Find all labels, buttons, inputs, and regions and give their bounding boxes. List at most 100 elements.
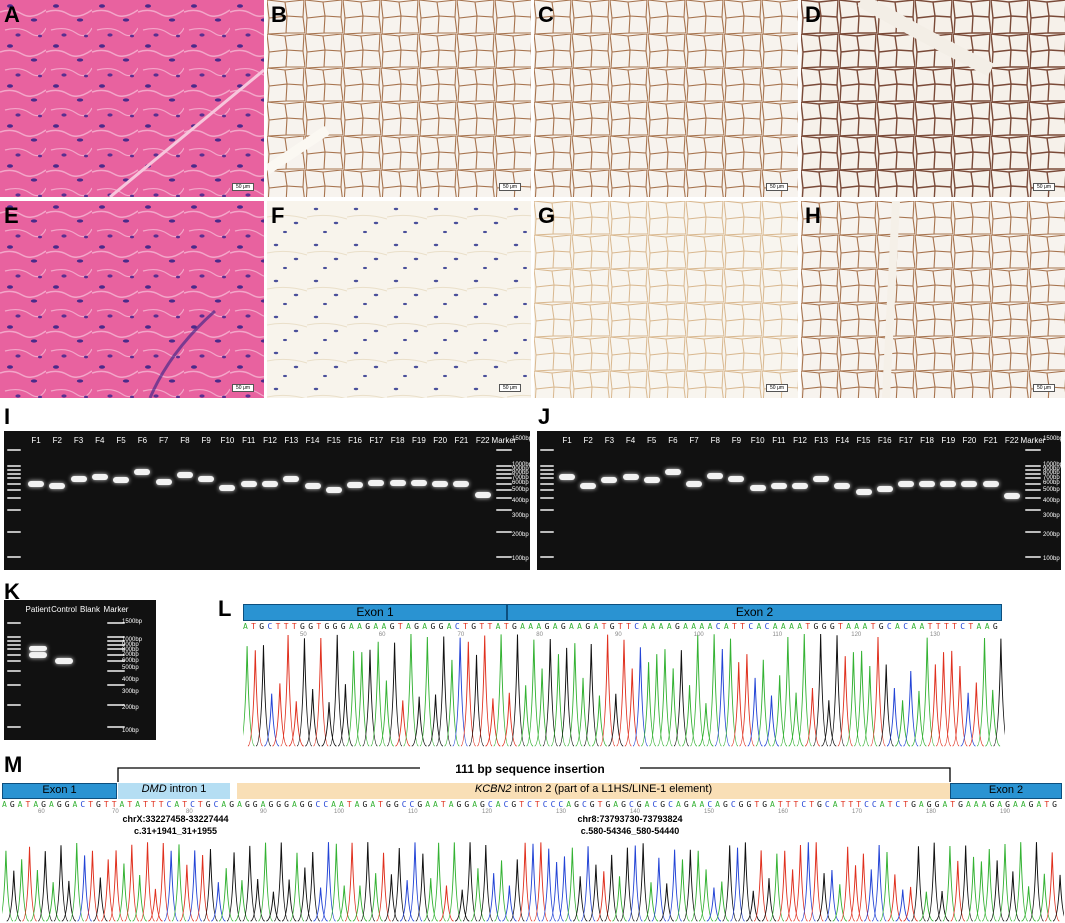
- base-letter: G: [464, 800, 470, 809]
- position-label: 110: [408, 809, 418, 815]
- dna-band: [49, 483, 66, 489]
- trace-peak: [423, 878, 439, 922]
- trace-peak: [155, 843, 171, 922]
- ladder-band: [7, 704, 21, 706]
- trace-peak: [675, 859, 690, 922]
- trace-peak: [911, 690, 927, 747]
- lane-label: F1: [31, 436, 41, 445]
- ladder-band: [7, 531, 21, 533]
- base-letter: C: [166, 800, 172, 809]
- base-letter: A: [528, 622, 534, 631]
- position-label: 60: [378, 632, 386, 638]
- base-letter: C: [824, 800, 830, 809]
- ladder-band: [1025, 489, 1041, 491]
- base-letter: C: [801, 800, 807, 809]
- lane-label: F21: [454, 436, 469, 445]
- ladder-band: [540, 509, 554, 511]
- lane-label: F20: [433, 436, 448, 445]
- dna-band: [389, 480, 406, 486]
- trace-peak: [659, 883, 675, 922]
- trace-peak: [788, 692, 804, 747]
- trace-peak: [792, 844, 809, 922]
- ladder-band: [496, 449, 512, 451]
- trace-peak: [985, 689, 1001, 747]
- base-letter: G: [762, 800, 768, 809]
- trace-peak: [926, 842, 942, 922]
- trace-peak: [93, 877, 108, 922]
- marker-size-label: 300bp: [512, 513, 529, 519]
- panel-a-he-stain: A 50 μm: [0, 0, 264, 197]
- trace-peak: [596, 871, 612, 922]
- trace-peak: [403, 633, 419, 747]
- base-letter: A: [650, 622, 656, 631]
- trace-peak: [657, 649, 673, 747]
- marker-size-label: 800bp: [1043, 470, 1060, 476]
- lane-label: F1: [562, 436, 572, 445]
- lane-label: Control: [51, 605, 77, 614]
- base-letter: C: [558, 800, 564, 809]
- trace-peak: [486, 873, 502, 922]
- position-label: 70: [112, 809, 119, 815]
- base-letter: A: [918, 800, 924, 809]
- trace-peak: [243, 646, 255, 747]
- dna-band: [198, 476, 215, 482]
- gel-j: F1 F2 F3 F4 F5 F6 F7 F8 F9 F10 F11 F12 F13 F14 F15 F16 F…: [537, 431, 1061, 570]
- lane-label: Marker: [1020, 436, 1046, 445]
- dna-band: [155, 479, 172, 485]
- ladder-band: [7, 660, 21, 662]
- ladder-band: [540, 497, 554, 499]
- panel-d-ihc: D 50 μm: [801, 0, 1065, 197]
- base-letter: A: [854, 622, 860, 631]
- trace-peak: [69, 843, 85, 922]
- trace-peak: [485, 698, 501, 747]
- position-label: 130: [556, 809, 567, 815]
- trace-peak: [493, 634, 509, 747]
- panel-g-ihc: G 50 μm: [534, 201, 798, 398]
- lane-label: F22: [1004, 436, 1019, 445]
- base-letter: G: [992, 622, 998, 631]
- panel-e-he-stain: E 50 μm: [0, 201, 264, 398]
- marker-size-label: 200bp: [1043, 532, 1060, 538]
- trace-peak: [910, 846, 927, 922]
- marker-size-label: 300bp: [122, 689, 139, 695]
- dna-band: [55, 658, 73, 664]
- ladder-band: [496, 477, 512, 479]
- base-letter: G: [308, 622, 314, 631]
- exon1-bar: Exon 1: [243, 604, 507, 621]
- marker-size-label: 100bp: [1043, 556, 1060, 562]
- base-letter: C: [80, 800, 86, 809]
- scale-bar: 50 μm: [232, 183, 254, 191]
- trace-peak: [612, 876, 627, 922]
- trace-peak: [21, 846, 38, 922]
- base-letter: A: [119, 800, 125, 809]
- base-letter: G: [414, 622, 419, 631]
- trace-peak: [266, 891, 281, 922]
- base-letter: A: [577, 622, 582, 631]
- ladder-band: [540, 531, 554, 533]
- trace-peak: [518, 685, 534, 747]
- base-letter: T: [943, 622, 949, 631]
- trace-peak: [541, 848, 557, 922]
- dna-band: [728, 476, 745, 482]
- trace-peak: [476, 635, 493, 747]
- ladder-band: [7, 483, 21, 485]
- trace-peak: [533, 842, 549, 922]
- base-letter: A: [221, 800, 227, 809]
- base-letter: G: [9, 800, 15, 809]
- ladder-band: [107, 684, 125, 686]
- trace-peak: [550, 654, 567, 747]
- panel-label: D: [805, 2, 821, 27]
- ihc-micrograph: [534, 0, 798, 197]
- marker-size-label: 700bp: [512, 475, 529, 481]
- kcnb-coord-2: c.580-54346_580-54440: [580, 826, 680, 836]
- marker-size-label: 400bp: [1043, 498, 1060, 504]
- base-letter: A: [756, 622, 762, 631]
- trace-peak: [45, 882, 61, 922]
- lane-label: F2: [583, 436, 593, 445]
- marker-size-label: 900bp: [512, 466, 529, 472]
- trace-peak: [722, 638, 739, 747]
- dmd-coord-1: chrX:33227458-33227444: [122, 814, 229, 824]
- lane-label: F18: [390, 436, 405, 445]
- trace-peak: [148, 888, 163, 922]
- base-letter: T: [197, 800, 203, 809]
